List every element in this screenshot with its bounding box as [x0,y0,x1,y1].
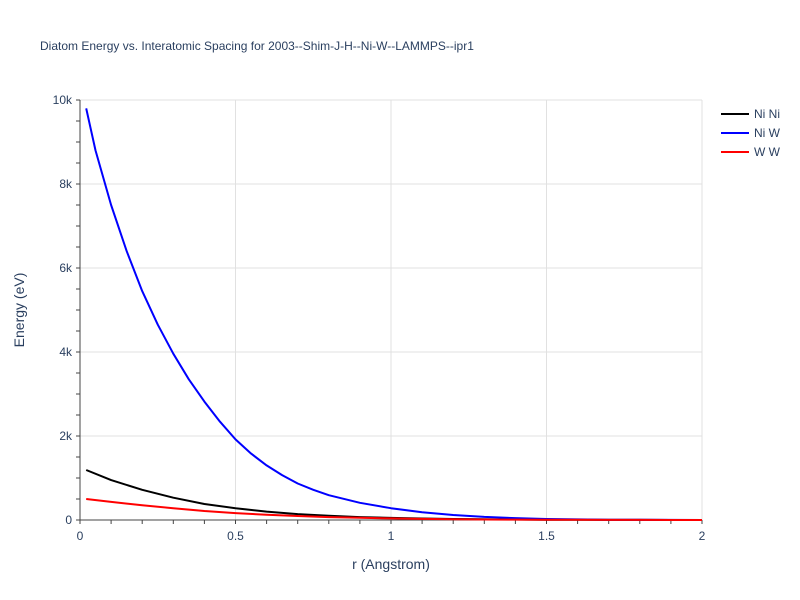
y-tick-labels: 0 2k 4k 6k 8k 10k [53,93,73,527]
series-line-ni-ni [85,469,702,521]
x-tick-labels: 0 0.5 1 1.5 2 [77,529,706,543]
y-tick-label: 4k [59,345,73,359]
legend-label: Ni W [754,126,781,140]
x-tick-label: 1 [388,529,395,543]
series [85,108,703,521]
x-tick-label: 1.5 [538,529,555,543]
x-tick-label: 0 [77,529,84,543]
y-tick-label: 0 [65,513,72,527]
legend-item-ni-w[interactable]: Ni W [721,126,781,140]
x-tick-label: 2 [699,529,706,543]
y-tick-label: 8k [59,177,73,191]
axes [76,99,703,524]
y-axis-label: Energy (eV) [11,273,27,348]
series-line-ni-w [85,108,703,521]
legend-item-ni-ni[interactable]: Ni Ni [721,107,780,121]
legend-label: Ni Ni [754,107,780,121]
legend[interactable]: Ni Ni Ni W W W [721,107,781,159]
legend-item-w-w[interactable]: W W [721,145,781,159]
series-line-w-w [86,498,702,521]
y-tick-label: 10k [53,93,73,107]
grid [80,99,703,520]
legend-label: W W [754,145,781,159]
y-tick-label: 6k [59,261,73,275]
x-tick-label: 0.5 [227,529,244,543]
y-tick-label: 2k [59,429,73,443]
chart-title: Diatom Energy vs. Interatomic Spacing fo… [40,39,474,53]
x-axis-label: r (Angstrom) [352,556,430,572]
